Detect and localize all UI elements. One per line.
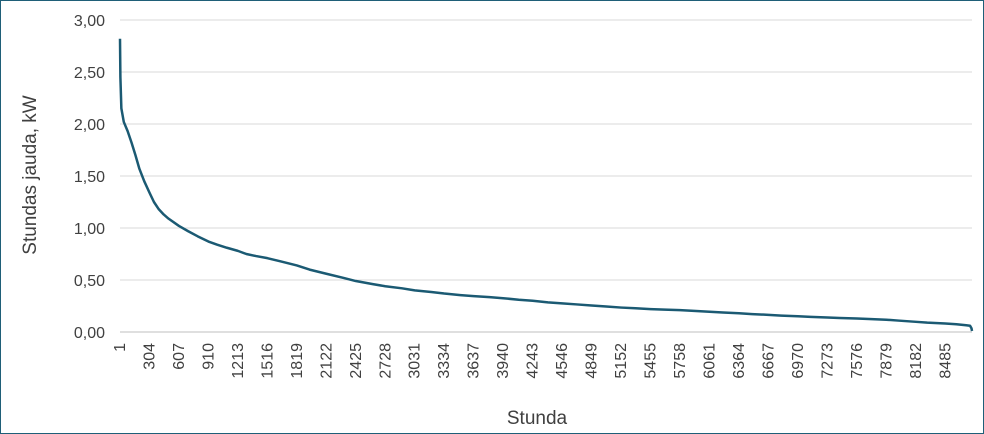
x-tick-label: 8485 bbox=[937, 343, 954, 379]
x-tick-label: 5152 bbox=[613, 343, 630, 379]
y-tick-label: 1,00 bbox=[74, 221, 105, 238]
series-line bbox=[118, 38, 974, 332]
x-tick-label: 4546 bbox=[554, 343, 571, 379]
x-tick-label: 7879 bbox=[878, 343, 895, 379]
x-tick-label: 6061 bbox=[701, 343, 718, 379]
x-tick-label: 4243 bbox=[525, 343, 542, 379]
x-tick-label: 910 bbox=[200, 343, 217, 370]
gridlines bbox=[120, 19, 972, 281]
x-tick-label: 2122 bbox=[318, 343, 335, 379]
x-tick-label: 3637 bbox=[466, 343, 483, 379]
x-tick-label: 7576 bbox=[849, 343, 866, 379]
x-tick-label: 304 bbox=[141, 343, 158, 370]
x-tick-label: 2728 bbox=[377, 343, 394, 379]
x-tick-label: 607 bbox=[171, 343, 188, 370]
x-tick-label: 3031 bbox=[407, 343, 424, 379]
x-tick-label: 1819 bbox=[289, 343, 306, 379]
x-tick-label: 2425 bbox=[348, 343, 365, 379]
y-tick-label: 1,50 bbox=[74, 169, 105, 186]
x-tick-label: 6667 bbox=[760, 343, 777, 379]
x-tick-label: 5758 bbox=[672, 343, 689, 379]
x-tick-label: 1213 bbox=[230, 343, 247, 379]
x-axis-title: Stunda bbox=[507, 408, 568, 429]
x-axis-ticks: 1 304 607 910 1213 1516 1819 2122 2425 2728 3031 33… bbox=[112, 343, 954, 379]
y-axis-ticks: 0,00 0,50 1,00 1,50 2,00 2,50 3,00 bbox=[74, 13, 105, 342]
y-tick-label: 3,00 bbox=[74, 13, 105, 30]
x-tick-label: 1 bbox=[112, 343, 129, 352]
x-tick-label: 3334 bbox=[436, 343, 453, 379]
x-tick-label: 7273 bbox=[819, 343, 836, 379]
y-tick-label: 2,00 bbox=[74, 117, 105, 134]
x-tick-label: 8182 bbox=[908, 343, 925, 379]
y-tick-label: 0,00 bbox=[74, 325, 105, 342]
x-tick-label: 4849 bbox=[584, 343, 601, 379]
x-tick-label: 6364 bbox=[731, 343, 748, 379]
y-tick-label: 0,50 bbox=[74, 273, 105, 290]
x-tick-label: 5455 bbox=[643, 343, 660, 379]
y-tick-label: 2,50 bbox=[74, 65, 105, 82]
x-tick-label: 1516 bbox=[259, 343, 276, 379]
x-tick-label: 3940 bbox=[495, 343, 512, 379]
y-axis-title: Stundas jauda, kW bbox=[20, 95, 41, 255]
x-tick-label: 6970 bbox=[790, 343, 807, 379]
